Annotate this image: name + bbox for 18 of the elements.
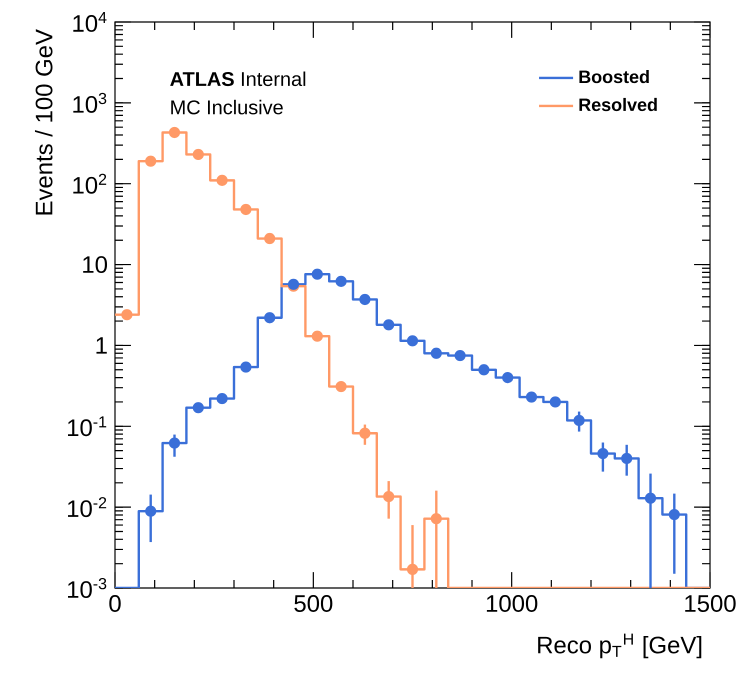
x-axis-title: Reco p$_{T}$$^{H}$ [GeV] — [538, 634, 702, 658]
y-tick-label: 10$^{-1}$ — [68, 416, 106, 436]
legend-label: Boosted — [579, 70, 649, 84]
y-tick-label: 10$^{-2}$ — [68, 497, 106, 518]
legend-label: Resolved — [579, 98, 657, 112]
y-tick-label: 10$^{4}$ — [73, 12, 107, 32]
y-tick-label: 10$^{3}$ — [73, 92, 106, 113]
y-tick-label: 10$^{-3}$ — [68, 578, 106, 598]
x-tick-label: 1000 — [486, 595, 538, 612]
y-tick-label: 10$^{2}$ — [73, 174, 106, 194]
x-tick-label: 500 — [294, 595, 332, 612]
y-axis-title: Events / 100 GeV — [34, 29, 52, 214]
annotation: MC Inclusive — [171, 100, 283, 114]
annotation: ATLAS Internal — [170, 71, 306, 86]
y-tick-label: 1 — [96, 337, 107, 354]
x-tick-label: 0 — [109, 595, 121, 612]
y-tick-label: 10 — [83, 256, 108, 274]
x-tick-label: 1500 — [685, 595, 736, 612]
